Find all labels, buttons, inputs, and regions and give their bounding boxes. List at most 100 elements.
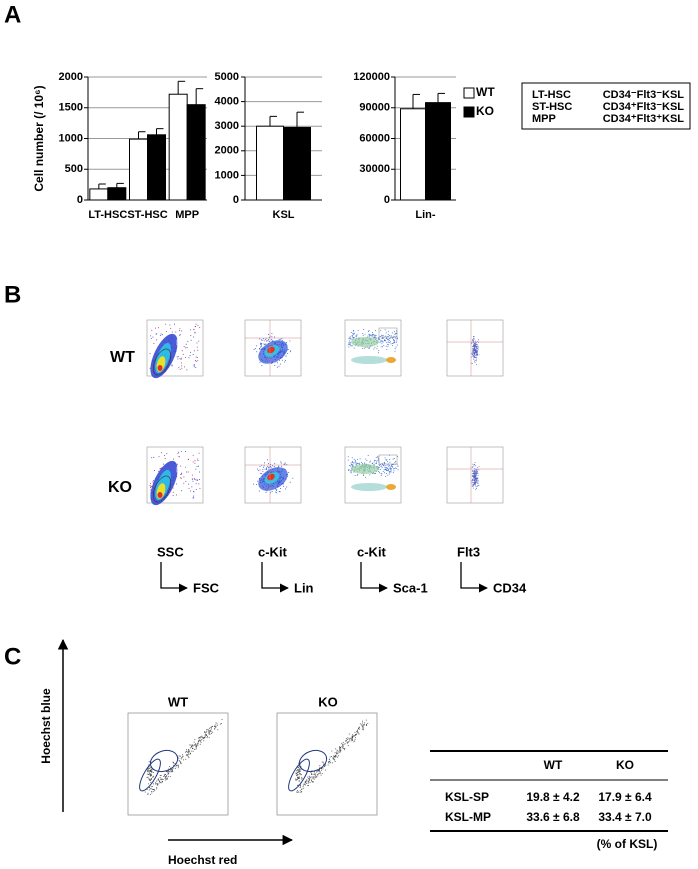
event-dot [349, 740, 351, 742]
event-dot [356, 458, 358, 460]
density-blob [386, 357, 396, 363]
event-dot [199, 740, 201, 742]
event-dot [279, 359, 281, 361]
event-dot [276, 489, 278, 491]
event-dot [207, 728, 209, 730]
event-dot [155, 783, 157, 785]
event-dot [389, 467, 391, 469]
event-dot [179, 755, 181, 757]
event-dot [203, 736, 205, 738]
event-dot [271, 490, 273, 492]
event-dot [383, 469, 385, 471]
gate [139, 758, 161, 792]
plot-frame [344, 446, 402, 504]
event-dot [347, 469, 349, 471]
event-dot [383, 472, 385, 474]
event-dot [381, 464, 383, 466]
event-dot [394, 467, 396, 469]
event-dot [352, 330, 354, 332]
event-dot [350, 470, 352, 472]
event-dot [395, 341, 397, 343]
event-dot [392, 472, 394, 474]
event-dot [204, 731, 206, 733]
event-dot [473, 474, 475, 476]
event-dot [297, 773, 299, 775]
event-dot [314, 773, 316, 775]
event-dot [381, 341, 383, 343]
event-dot [189, 744, 191, 746]
event-dot [166, 775, 168, 777]
event-dot [171, 331, 173, 333]
event-dot [391, 332, 393, 334]
event-dot [297, 769, 299, 771]
event-dot [381, 467, 383, 469]
event-dot [209, 733, 211, 735]
event-dot [473, 476, 475, 478]
event-dot [198, 471, 200, 473]
event-dot [472, 483, 474, 485]
event-dot [473, 338, 475, 340]
event-dot [359, 458, 361, 460]
event-dot [373, 461, 375, 463]
event-dot [182, 755, 184, 757]
event-dot [476, 363, 477, 365]
event-dot [195, 747, 197, 749]
event-dot [259, 469, 261, 471]
event-dot [312, 781, 314, 783]
event-dot [296, 775, 298, 777]
event-dot [259, 361, 261, 363]
event-dot [276, 366, 278, 368]
event-dot [472, 470, 474, 472]
event-dot [348, 733, 350, 735]
event-dot [149, 772, 151, 774]
event-dot [152, 479, 154, 481]
axis-arrow [460, 562, 488, 593]
event-dot [157, 470, 159, 472]
event-dot [343, 749, 345, 751]
event-dot [201, 735, 203, 737]
event-dot [474, 478, 476, 480]
event-dot [374, 473, 376, 475]
legend-swatch [463, 106, 475, 118]
event-dot [149, 487, 151, 489]
event-dot [256, 484, 258, 486]
event-dot [166, 778, 168, 780]
event-dot [380, 466, 382, 468]
event-dot [304, 784, 306, 786]
event-dot [356, 733, 358, 735]
event-dot [296, 772, 298, 774]
event-dot [378, 339, 380, 341]
event-dot [334, 752, 336, 754]
event-dot [476, 351, 478, 353]
event-dot [193, 329, 195, 331]
event-dot [339, 751, 341, 753]
event-dot [302, 784, 304, 786]
event-dot [193, 491, 195, 493]
event-dot [363, 475, 365, 477]
bar [283, 126, 311, 201]
event-dot [387, 461, 389, 463]
event-dot [471, 354, 473, 356]
event-dot [279, 338, 281, 340]
event-dot [298, 774, 300, 776]
event-dot [329, 756, 331, 758]
event-dot [267, 333, 269, 335]
event-dot [299, 785, 301, 787]
event-dot [310, 773, 312, 775]
event-dot [195, 748, 197, 750]
event-dot [307, 776, 309, 778]
event-dot [149, 774, 151, 776]
event-dot [355, 733, 357, 735]
event-dot [335, 754, 337, 756]
event-dot [473, 335, 475, 337]
event-dot [390, 471, 392, 473]
event-dot [478, 339, 480, 341]
event-dot [197, 459, 199, 461]
event-dot [341, 742, 343, 744]
event-dot [473, 470, 475, 472]
table-header: WT [544, 758, 563, 772]
event-dot [369, 333, 371, 335]
event-dot [397, 456, 399, 458]
event-dot [169, 771, 171, 773]
